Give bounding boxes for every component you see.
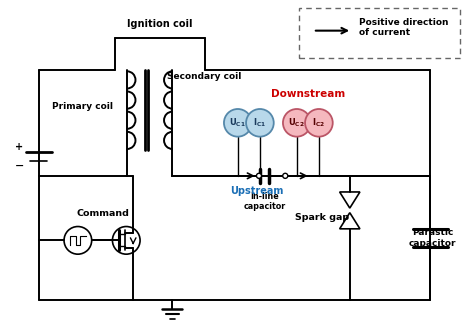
Text: I$_{\mathregular{C2}}$: I$_{\mathregular{C2}}$ (312, 117, 326, 129)
Circle shape (256, 173, 262, 178)
Text: Command: Command (77, 209, 130, 218)
Circle shape (283, 173, 288, 178)
Text: U$_{\mathregular{C1}}$: U$_{\mathregular{C1}}$ (229, 117, 246, 129)
Circle shape (305, 109, 333, 137)
Text: −: − (15, 161, 24, 171)
Text: Parastic
capacitor: Parastic capacitor (409, 228, 456, 248)
Text: Downstream: Downstream (271, 89, 345, 99)
Circle shape (224, 109, 252, 137)
Text: Secondary coil: Secondary coil (167, 72, 242, 81)
Circle shape (283, 109, 310, 137)
Text: I$_{\mathregular{C1}}$: I$_{\mathregular{C1}}$ (253, 117, 266, 129)
Circle shape (246, 109, 273, 137)
Text: Upstream: Upstream (230, 186, 283, 196)
Text: Spark gap: Spark gap (295, 213, 349, 222)
Text: U$_{\mathregular{C2}}$: U$_{\mathregular{C2}}$ (288, 117, 305, 129)
Text: Positive direction
of current: Positive direction of current (359, 18, 448, 37)
Text: Ignition coil: Ignition coil (127, 19, 192, 29)
Text: +: + (15, 142, 23, 152)
Text: Primary coil: Primary coil (52, 102, 113, 111)
Text: In-line
capacitor: In-line capacitor (243, 192, 286, 211)
